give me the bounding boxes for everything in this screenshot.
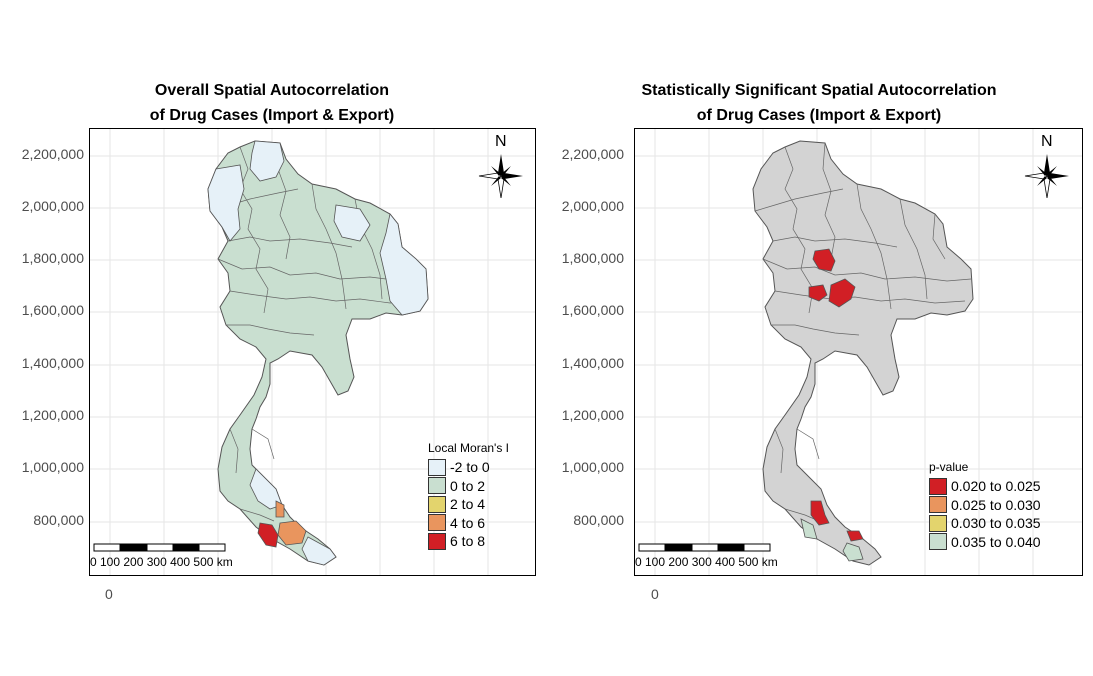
significant-region-3 [828,278,856,308]
y-tick-label: 1,600,000 [21,302,84,318]
y-tick-label: 2,000,000 [561,198,624,214]
legend-swatch [428,477,446,495]
significant-region-2 [808,284,828,302]
scale-bar-labels: 0 100 200 300 400 500 km [635,555,778,569]
northwest-blue-region [207,164,245,242]
legend-label: 4 to 6 [450,514,486,531]
legend-item: 2 to 4 [428,495,509,514]
y-tick-label: 1,000,000 [21,459,84,475]
legend-item: 0.035 to 0.040 [929,533,1041,552]
legend-item: 0.025 to 0.030 [929,496,1041,515]
left-map-svg [90,129,535,575]
left-map-panel: N 0 100 200 300 400 500 km Local Moran's… [89,128,536,576]
legend-label: 0.025 to 0.030 [951,496,1041,513]
y-tick-label: 1,000,000 [561,459,624,475]
legend-item: 4 to 6 [428,514,509,533]
south-red-region [257,522,279,548]
y-tick-label: 1,800,000 [561,250,624,266]
significant-region-4 [810,500,830,526]
x-tick-label: 0 [651,586,659,602]
left-map-title-line1: Overall Spatial Autocorrelation [154,82,390,99]
y-tick-label: 2,200,000 [561,146,624,162]
legend-label: 2 to 4 [450,496,486,513]
right-map-title-line2: of Drug Cases (Import & Export) [696,107,942,124]
right-map-svg [635,129,1082,575]
x-tick-label: 0 [105,586,113,602]
north-arrow-icon [478,154,523,199]
legend-item: -2 to 0 [428,458,509,477]
y-tick-label: 1,600,000 [561,302,624,318]
right-map-panel: N 0 100 200 300 400 500 km p-value 0.020… [634,128,1083,576]
y-tick-label: 800,000 [33,512,84,528]
right-map-legend: p-value 0.020 to 0.025 0.025 to 0.030 0.… [929,460,1041,551]
northeast-blue-region-2 [379,213,429,316]
north-arrow-icon [1024,154,1069,199]
significant-region-light-2 [842,542,864,562]
scale-bar [638,543,771,552]
scale-bar-labels: 0 100 200 300 400 500 km [90,555,233,569]
legend-swatch [428,532,446,550]
legend-label: 0.020 to 0.025 [951,478,1041,495]
right-map-title-line1: Statistically Significant Spatial Autoco… [641,82,997,99]
scale-bar [93,543,226,552]
legend-title: Local Moran's I [428,441,509,455]
right-map-title: Statistically Significant Spatial Autoco… [599,78,1039,128]
legend-item: 0 to 2 [428,477,509,496]
legend-item: 0.020 to 0.025 [929,477,1041,496]
north-label: N [1041,133,1053,150]
north-blue-region [249,140,285,182]
y-tick-label: 800,000 [573,512,624,528]
legend-swatch [929,514,947,532]
legend-label: -2 to 0 [450,459,490,476]
north-label: N [495,133,507,150]
significant-region-1 [812,248,836,272]
y-tick-label: 2,200,000 [21,146,84,162]
legend-item: 6 to 8 [428,532,509,551]
y-tick-label: 1,200,000 [561,407,624,423]
legend-swatch [929,533,947,551]
legend-swatch [929,496,947,514]
legend-label: 0.035 to 0.040 [951,533,1041,550]
legend-label: 0.030 to 0.035 [951,515,1041,532]
legend-swatch [428,458,446,476]
y-tick-label: 1,400,000 [561,355,624,371]
left-map-title: Overall Spatial Autocorrelation of Drug … [52,78,492,128]
left-map-title-line2: of Drug Cases (Import & Export) [149,107,395,124]
northeast-blue-region-1 [333,204,371,242]
south-orange-region-1 [275,500,285,518]
thailand-outline [207,140,429,566]
y-tick-label: 1,200,000 [21,407,84,423]
legend-label: 0 to 2 [450,477,486,494]
significant-region-light [800,518,818,540]
y-tick-label: 1,400,000 [21,355,84,371]
thailand-outline [752,140,974,566]
legend-item: 0.030 to 0.035 [929,514,1041,533]
legend-swatch [428,514,446,532]
y-tick-label: 1,800,000 [21,250,84,266]
legend-swatch [929,477,947,495]
legend-title: p-value [929,460,969,474]
south-blue-region [249,468,283,510]
south-tip-blue-region [301,536,337,566]
legend-label: 6 to 8 [450,533,486,550]
y-tick-label: 2,000,000 [21,198,84,214]
legend-swatch [428,495,446,513]
significant-region-5 [846,530,864,542]
left-map-legend: Local Moran's I -2 to 0 0 to 2 2 to 4 4 … [428,441,509,551]
